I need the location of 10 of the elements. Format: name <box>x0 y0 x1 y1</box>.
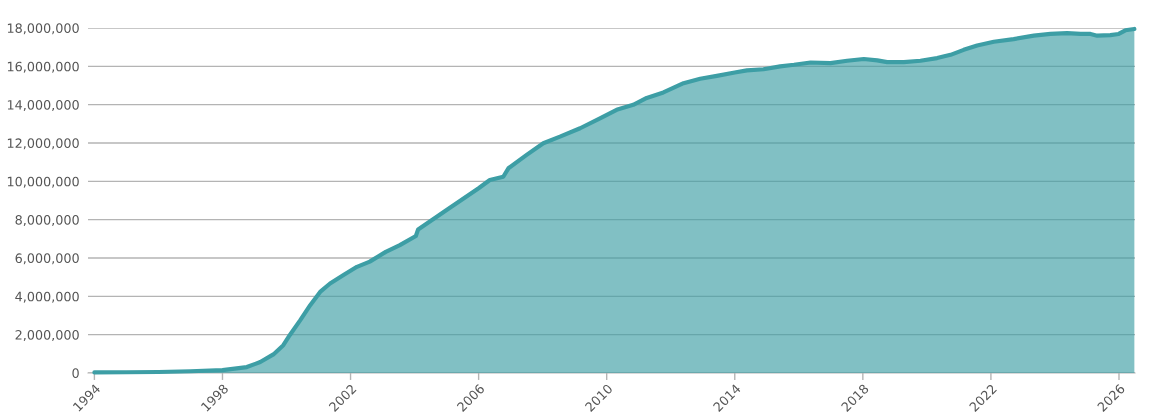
y-tick-label: 14,000,000 <box>7 100 79 112</box>
y-tick-label: 12,000,000 <box>7 138 79 150</box>
y-tick-label: 18,000,000 <box>7 23 79 35</box>
y-tick-label: 4,000,000 <box>15 291 79 303</box>
y-tick-label: 8,000,000 <box>15 215 79 227</box>
y-tick-label: 6,000,000 <box>15 253 79 265</box>
y-tick-label: 10,000,000 <box>7 176 79 188</box>
y-tick-label: 16,000,000 <box>7 61 79 73</box>
y-tick-label: 2,000,000 <box>15 330 79 342</box>
y-tick-label: 0 <box>72 368 79 379</box>
